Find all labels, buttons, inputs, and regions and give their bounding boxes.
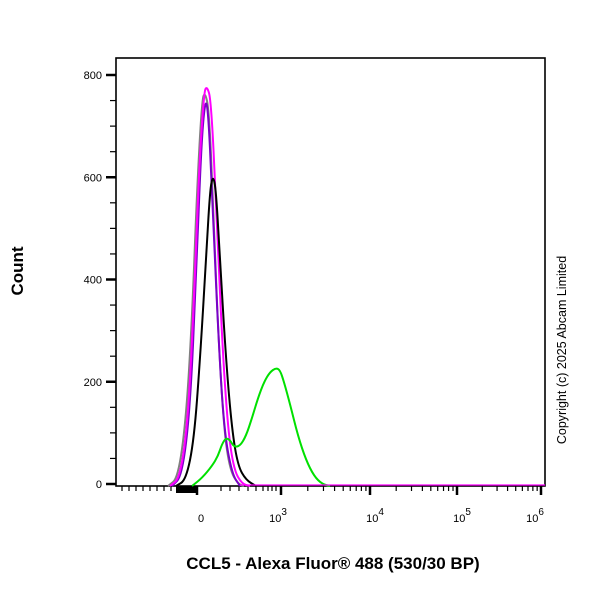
y-axis-label-text: Count bbox=[8, 246, 27, 296]
y-tick-labels: 0 200 400 600 800 bbox=[84, 70, 102, 491]
series-line bbox=[169, 87, 251, 487]
x-tick-label: 104 bbox=[366, 507, 384, 525]
x-tick-label: 106 bbox=[526, 507, 544, 525]
y-tick-label: 800 bbox=[84, 70, 102, 82]
x-axis-label: CCL5 - Alexa Fluor® 488 (530/30 BP) bbox=[186, 554, 480, 573]
y-tick-label: 200 bbox=[84, 377, 102, 389]
y-tick-label: 600 bbox=[84, 172, 102, 184]
series-line bbox=[175, 177, 257, 487]
copyright-text: Copyright (c) 2025 Abcam Limited bbox=[555, 255, 569, 445]
series-line bbox=[191, 367, 331, 487]
copyright-notice: Copyright (c) 2025 Abcam Limited bbox=[552, 210, 572, 490]
histogram-series bbox=[167, 87, 545, 487]
series-line bbox=[171, 102, 241, 487]
x-tick-labels: 0 103 104 105 106 bbox=[198, 507, 544, 525]
y-tick-label: 0 bbox=[96, 479, 102, 491]
plot-frame bbox=[115, 57, 546, 487]
x-tick-label: 0 bbox=[198, 513, 204, 525]
x-axis-ticks bbox=[121, 486, 543, 495]
y-tick-label: 400 bbox=[84, 275, 102, 287]
y-axis-ticks bbox=[106, 73, 116, 486]
y-axis-label: Count bbox=[6, 236, 30, 306]
x-tick-label: 103 bbox=[269, 507, 287, 525]
x-tick-label: 105 bbox=[453, 507, 471, 525]
